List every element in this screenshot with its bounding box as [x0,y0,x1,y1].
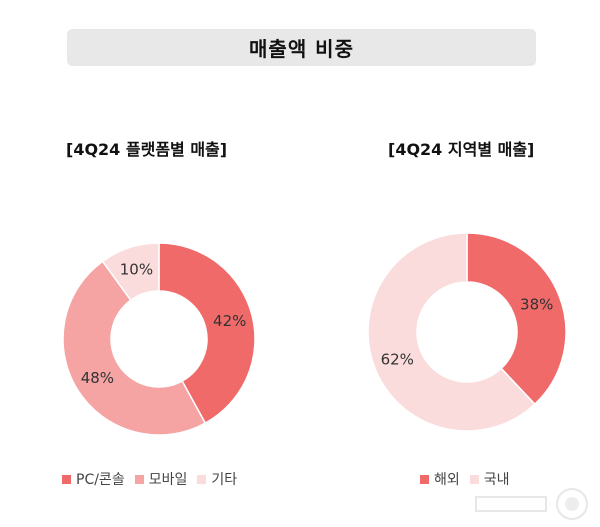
legend-swatch [62,474,71,484]
legend-label: 국내 [483,472,510,488]
legend-label: 모바일 [148,472,188,488]
legend-item-pc-console: PC/콘솔 [62,469,125,489]
platform-legend: PC/콘솔 모바일 기타 [62,469,237,489]
region-donut-chart: 38% 62% [367,232,567,432]
slice-value-label: 38% [520,295,553,313]
slice-value-label: 48% [81,369,114,387]
page-title: 매출액 비중 [249,37,354,61]
region-legend: 해외 국내 [420,469,510,489]
legend-item-other: 기타 [197,469,237,489]
slice-value-label: 62% [381,351,414,369]
chart-title-region: [4Q24 지역별 매출] [388,140,535,159]
donut-slice [62,260,207,436]
watermark-logo [475,488,588,520]
legend-swatch [197,474,207,484]
legend-item-overseas: 해외 [420,469,460,489]
slice-value-label: 10% [120,261,153,279]
donut-slice [101,242,160,302]
donut-slice [367,232,536,432]
slice-value-label: 42% [213,312,246,330]
platform-donut-chart: 42% 48% 10% [62,242,256,436]
chart-title-platform: [4Q24 플랫폼별 매출] [66,140,228,159]
legend-item-domestic: 국내 [469,469,510,489]
legend-label: PC/콘솔 [76,472,125,488]
legend-label: 해외 [434,472,460,488]
legend-label: 기타 [211,472,238,488]
donut-slice [158,242,256,425]
header-bar: 매출액 비중 [67,29,536,66]
legend-swatch [469,474,479,484]
donut-slice [466,232,567,406]
legend-swatch [420,474,429,484]
legend-item-mobile: 모바일 [134,469,188,489]
legend-swatch [134,474,144,484]
